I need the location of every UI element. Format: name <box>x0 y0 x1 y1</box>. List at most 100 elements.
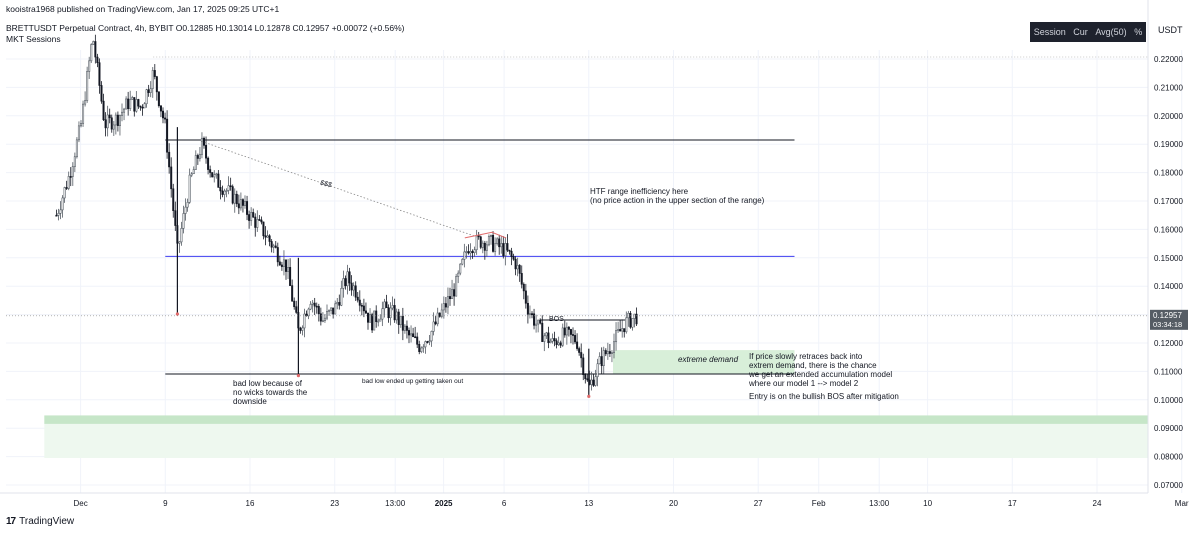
session-label: Session <box>1033 27 1066 37</box>
candle <box>268 234 271 247</box>
candle <box>200 132 203 159</box>
candle <box>262 221 265 240</box>
candle <box>526 295 529 324</box>
candle <box>551 333 554 344</box>
candle <box>143 102 146 109</box>
candle <box>379 314 382 322</box>
currency-label[interactable]: USDT <box>1158 25 1183 35</box>
candle <box>231 184 234 205</box>
x-tick-2: 16 <box>246 499 255 508</box>
low-marker-1 <box>296 374 300 378</box>
candle <box>477 231 480 240</box>
candle <box>410 325 413 343</box>
tradingview-logo[interactable]: 17 TradingView <box>6 516 74 527</box>
candle <box>516 257 519 277</box>
x-tick-13: 17 <box>1008 499 1017 508</box>
candle <box>260 216 263 225</box>
zone-2 <box>44 423 1148 459</box>
candle <box>512 253 515 261</box>
indicator-name[interactable]: MKT Sessions <box>6 34 61 44</box>
candle <box>131 95 134 100</box>
candle <box>592 373 595 387</box>
candle <box>293 297 296 310</box>
x-tick-4: 13:00 <box>385 499 406 508</box>
candle <box>494 237 497 256</box>
candle <box>451 279 454 299</box>
candle <box>623 328 626 338</box>
candle <box>498 234 501 255</box>
candle <box>258 215 261 221</box>
candle <box>420 346 423 354</box>
candle <box>139 105 142 111</box>
candle <box>608 344 611 357</box>
bad-low-note-2: no wicks towards the <box>233 388 308 397</box>
candle <box>574 330 577 345</box>
candle <box>522 282 525 300</box>
candle <box>469 243 472 260</box>
candle <box>145 88 148 108</box>
candle <box>455 273 458 297</box>
candle <box>147 84 150 97</box>
candle <box>282 250 285 276</box>
candle <box>533 308 536 330</box>
candle <box>463 243 466 268</box>
candle <box>418 340 421 355</box>
candle <box>123 107 126 121</box>
candle <box>405 320 408 339</box>
candle <box>100 81 103 104</box>
candle <box>567 326 570 337</box>
candle <box>342 270 345 298</box>
y-tick-4: 0.18000 <box>1154 169 1183 178</box>
x-tick-5: 2025 <box>435 499 453 508</box>
y-tick-0: 0.22000 <box>1154 55 1183 64</box>
candle <box>358 290 361 312</box>
candle <box>350 275 353 296</box>
candle <box>504 237 507 266</box>
candle <box>391 296 394 311</box>
session-indicator-panel[interactable]: Session Cur Avg(50) % <box>1030 22 1146 42</box>
candle <box>602 346 605 374</box>
candle <box>188 168 191 204</box>
symbol-ohlc-line[interactable]: BRETTUSDT Perpetual Contract, 4h, BYBIT … <box>6 23 405 33</box>
candle <box>284 259 287 280</box>
candle <box>223 188 226 202</box>
candle <box>598 352 601 365</box>
candle <box>483 240 486 260</box>
candle <box>274 241 277 249</box>
low-marker-2 <box>587 394 591 398</box>
candle <box>295 300 298 314</box>
candle <box>524 283 527 309</box>
candle <box>354 281 357 301</box>
candle <box>229 177 232 191</box>
y-tick-13: 0.09000 <box>1154 424 1183 433</box>
candle <box>496 237 499 246</box>
candle <box>299 326 302 334</box>
candle <box>190 172 193 178</box>
candle <box>291 279 294 302</box>
x-tick-15: Mar <box>1175 499 1189 508</box>
candle <box>373 310 376 331</box>
candle <box>619 319 622 332</box>
candle <box>424 340 427 354</box>
candle <box>254 213 257 237</box>
y-tick-2: 0.20000 <box>1154 112 1183 121</box>
candle <box>467 244 470 255</box>
y-tick-3: 0.19000 <box>1154 140 1183 149</box>
candle <box>317 303 320 322</box>
candle <box>325 304 328 321</box>
x-tick-11: 13:00 <box>869 499 890 508</box>
cur-label: Cur <box>1073 27 1088 37</box>
retrace-note-3: we get an extended accumulation model <box>749 370 893 379</box>
candle <box>459 263 462 276</box>
candle <box>311 299 314 313</box>
candle <box>172 183 175 218</box>
candle <box>309 301 312 311</box>
candle <box>203 136 206 149</box>
y-tick-7: 0.15000 <box>1154 254 1183 263</box>
y-tick-15: 0.07000 <box>1154 481 1183 490</box>
candle <box>565 322 568 345</box>
candle <box>241 198 244 213</box>
htf-note-2: (no price action in the upper section of… <box>590 196 765 205</box>
candle <box>319 307 322 326</box>
